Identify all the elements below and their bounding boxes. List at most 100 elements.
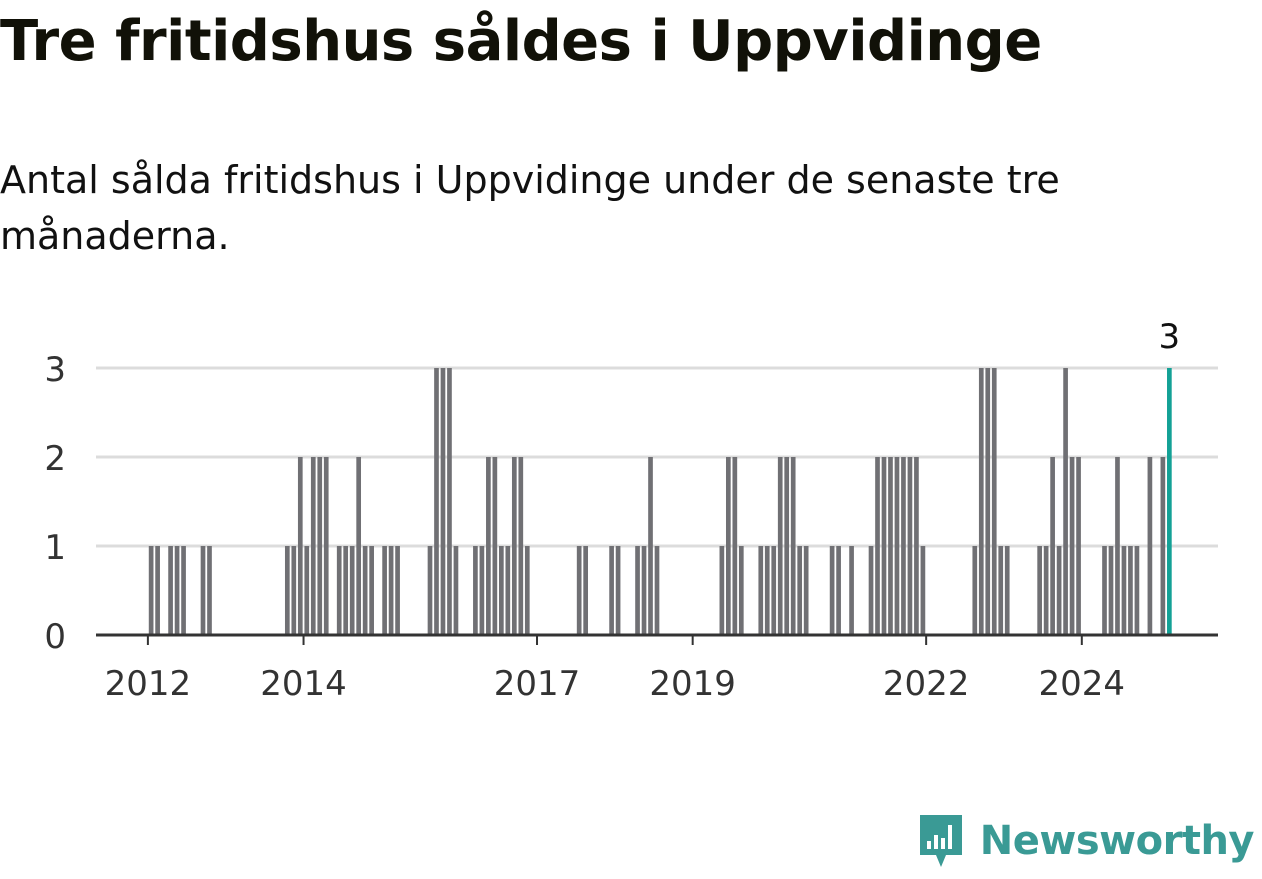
y-tick-label: 1 — [44, 528, 66, 568]
bar — [998, 546, 1004, 635]
x-tick-label: 2024 — [1039, 664, 1126, 704]
y-tick-label: 3 — [44, 350, 66, 390]
bar — [336, 546, 342, 635]
bar — [758, 546, 764, 635]
bar — [875, 457, 880, 635]
bar — [200, 546, 206, 635]
bar — [382, 546, 387, 635]
bar — [1069, 457, 1075, 635]
bar — [181, 546, 186, 635]
bar — [849, 546, 854, 635]
bar — [511, 457, 517, 635]
bar — [784, 457, 790, 635]
bar — [881, 457, 887, 635]
bar — [901, 457, 906, 635]
bar — [453, 546, 459, 635]
chart-subtitle: Antal sålda fritidshus i Uppvidinge unde… — [0, 158, 1060, 258]
bar — [985, 368, 991, 635]
bar — [972, 546, 978, 635]
bar — [803, 546, 809, 635]
bar — [1115, 457, 1120, 635]
bar — [615, 546, 621, 635]
bar — [991, 368, 997, 635]
x-tick-label: 2017 — [494, 664, 581, 704]
bar — [440, 368, 446, 635]
bar — [505, 546, 511, 635]
bar — [719, 546, 725, 635]
bar-chart: 0 1 2 3 3 2012 2014 2017 2019 2022 2024 — [44, 317, 1218, 704]
bar — [868, 546, 874, 635]
bar — [1063, 368, 1068, 635]
bar — [641, 546, 647, 635]
bar — [1121, 546, 1127, 635]
bar — [518, 457, 524, 635]
bar — [764, 546, 770, 635]
brand-name: Newsworthy — [979, 818, 1255, 864]
bar — [920, 546, 926, 635]
bar — [790, 457, 796, 635]
bar — [583, 546, 589, 635]
bar — [1108, 546, 1114, 635]
bar — [829, 546, 835, 635]
bar — [168, 546, 173, 635]
bar — [524, 546, 530, 635]
highlight-value-label: 3 — [1159, 317, 1181, 357]
bar — [486, 457, 491, 635]
bar — [362, 546, 368, 635]
highlight-bar — [1167, 368, 1172, 635]
chart-title: Tre fritidshus såldes i Uppvidinge — [0, 9, 1042, 74]
bar — [836, 546, 841, 635]
x-tick-label: 2019 — [649, 664, 736, 704]
bar — [1134, 546, 1140, 635]
bar — [479, 546, 485, 635]
bar — [174, 546, 180, 635]
bar — [323, 457, 329, 635]
bar — [1037, 546, 1042, 635]
bar — [388, 546, 394, 635]
bar — [771, 546, 777, 635]
bar — [797, 546, 803, 635]
bar — [894, 457, 900, 635]
bar — [434, 368, 439, 635]
bar — [732, 457, 738, 635]
bar — [427, 546, 433, 635]
bar — [297, 457, 303, 635]
bar — [499, 546, 504, 635]
bar — [356, 457, 362, 635]
bar — [777, 457, 783, 635]
bar — [648, 457, 653, 635]
x-tick-label: 2012 — [105, 664, 192, 704]
brand-logo: Newsworthy — [916, 811, 1255, 871]
bar — [978, 368, 984, 635]
bar — [635, 546, 640, 635]
bar — [317, 457, 323, 635]
bar — [1160, 457, 1166, 635]
bar — [148, 546, 154, 635]
bar — [1076, 457, 1081, 635]
bar — [609, 546, 614, 635]
bar — [738, 546, 744, 635]
bar — [654, 546, 660, 635]
bar — [343, 546, 349, 635]
bar — [1043, 546, 1049, 635]
bar — [473, 546, 478, 635]
bar — [1102, 546, 1107, 635]
bar — [492, 457, 498, 635]
bar — [207, 546, 212, 635]
bar — [907, 457, 913, 635]
y-tick-label: 0 — [44, 617, 66, 657]
x-tick-label: 2022 — [883, 664, 970, 704]
bar — [284, 546, 290, 635]
bar — [576, 546, 582, 635]
bar — [725, 457, 731, 635]
bar — [349, 546, 355, 635]
bar — [304, 546, 310, 635]
bar — [155, 546, 160, 635]
bar — [291, 546, 297, 635]
bar — [888, 457, 893, 635]
bar — [395, 546, 400, 635]
bar — [1147, 457, 1153, 635]
bar — [1050, 457, 1055, 635]
bar — [1056, 546, 1062, 635]
y-tick-label: 2 — [44, 439, 66, 479]
